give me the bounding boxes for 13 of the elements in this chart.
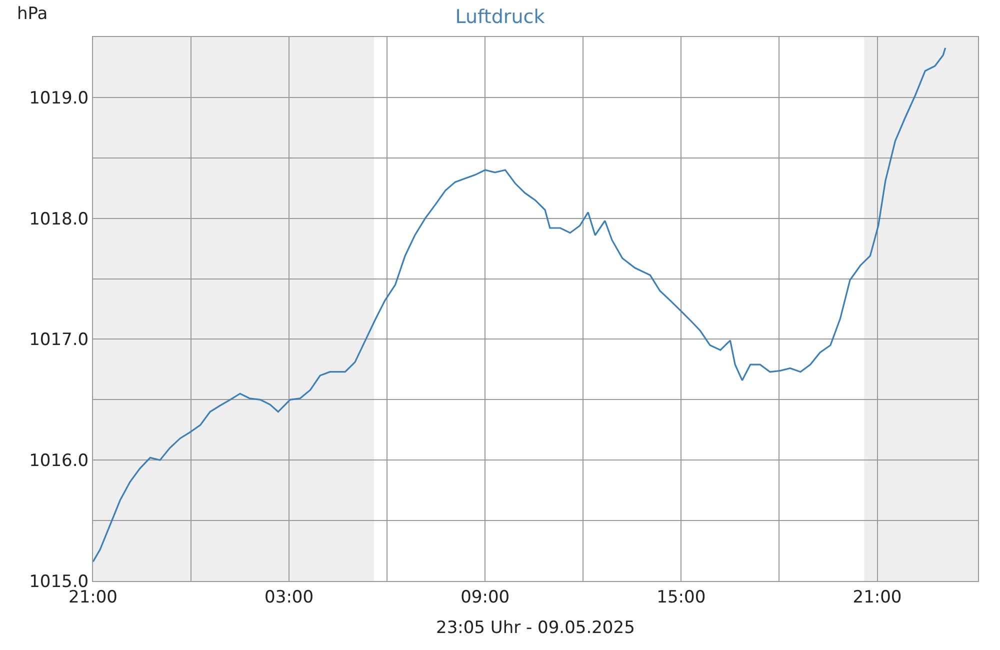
y-tick-label: 1017.0 <box>29 330 89 350</box>
y-axis-title: hPa <box>17 4 48 24</box>
line-series <box>93 47 946 562</box>
y-tick-label: 1016.0 <box>29 451 89 472</box>
text: 23:05 Uhr - 09.05.2025 <box>436 618 635 638</box>
x-tick-label: 15:00 <box>656 587 706 608</box>
y-tick-label: 1019.0 <box>29 88 89 108</box>
x-tick-label: 09:00 <box>460 587 510 608</box>
x-tick-label: 21:00 <box>852 587 902 608</box>
y-tick-label: 1018.0 <box>29 209 89 230</box>
chart-title: Luftdruck <box>455 6 545 28</box>
x-tick-label: 03:00 <box>264 587 314 608</box>
x-tick-label: 21:00 <box>68 587 118 608</box>
